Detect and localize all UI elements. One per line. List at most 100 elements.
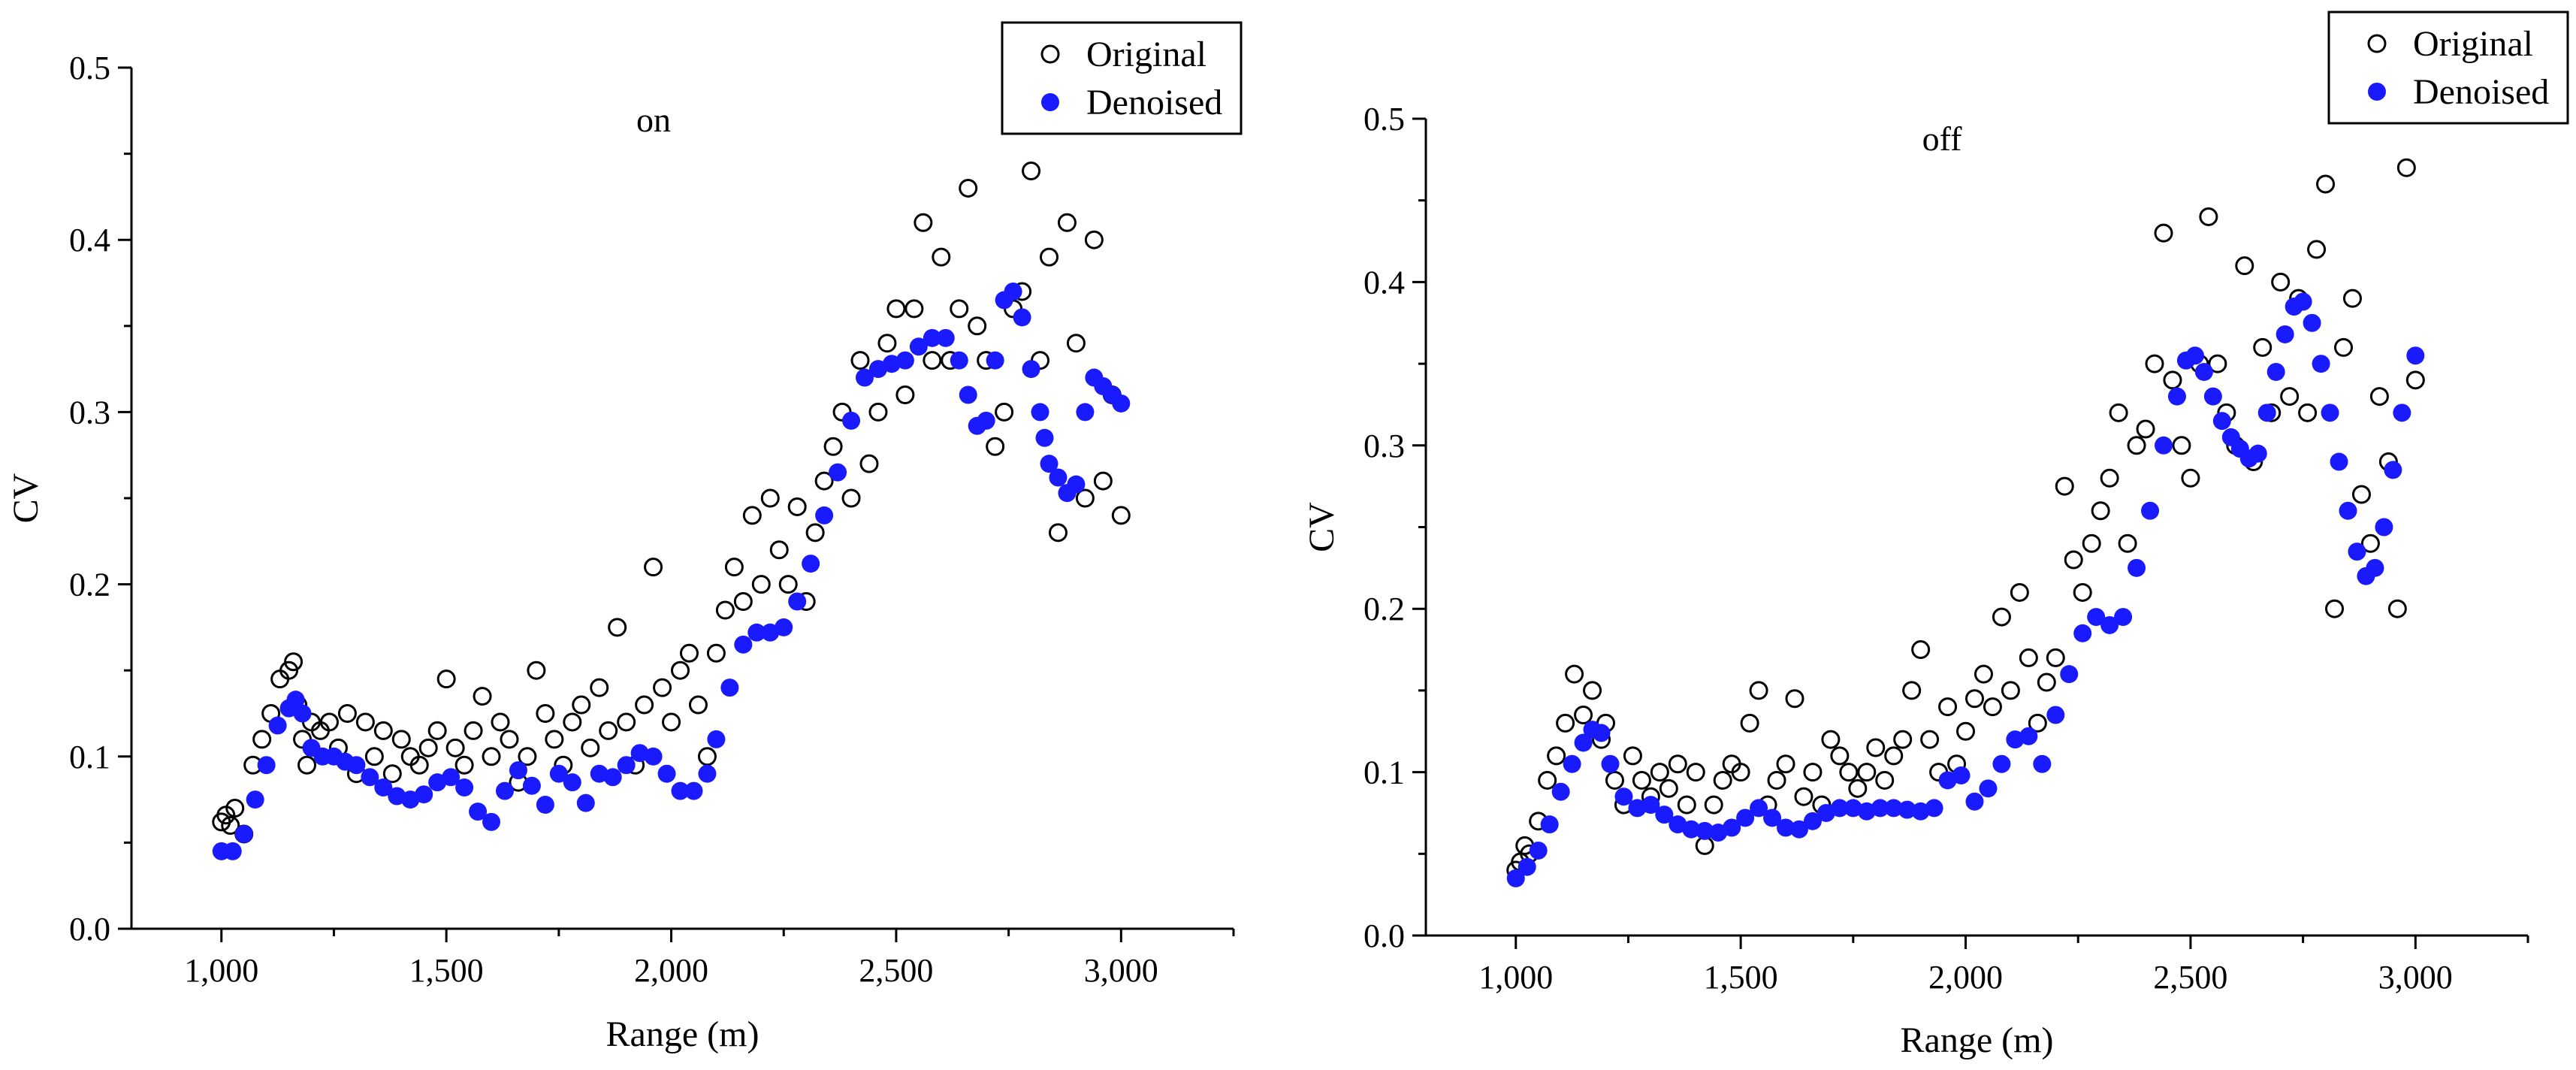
data-point-original xyxy=(1547,746,1566,766)
data-point-denoised xyxy=(1601,754,1620,773)
data-point-original xyxy=(518,747,537,766)
data-point-denoised xyxy=(909,337,928,356)
data-point-original xyxy=(778,575,798,594)
data-point-original xyxy=(733,592,753,612)
data-point-original xyxy=(2019,648,2038,667)
data-point-original xyxy=(1848,778,1868,798)
data-point-original xyxy=(1704,795,1723,815)
data-point-denoised xyxy=(775,618,793,636)
data-point-original xyxy=(1668,754,1687,774)
data-point-original xyxy=(841,488,861,508)
data-point-original xyxy=(1565,664,1584,684)
data-point-original xyxy=(2082,533,2101,553)
data-point-original xyxy=(491,712,510,732)
data-point-denoised xyxy=(1911,802,1930,821)
data-point-denoised xyxy=(2393,404,2411,422)
data-point-original xyxy=(914,213,933,232)
data-point-denoised xyxy=(2194,362,2213,381)
data-point-original xyxy=(1659,778,1678,798)
data-point-original xyxy=(500,730,519,749)
data-point-original xyxy=(2405,370,2425,390)
data-point-original xyxy=(436,670,456,689)
data-point-denoised xyxy=(1736,809,1755,827)
data-point-original xyxy=(473,687,492,706)
data-point-original xyxy=(391,730,411,749)
data-point-original xyxy=(590,678,609,697)
data-point-original xyxy=(482,747,501,766)
data-point-original xyxy=(527,660,546,680)
x-tick-label: 2,500 xyxy=(859,952,933,989)
data-point-original xyxy=(536,704,555,723)
data-point-denoised xyxy=(895,351,914,370)
data-point-denoised xyxy=(671,781,690,800)
data-point-denoised xyxy=(802,555,820,573)
data-point-original xyxy=(225,799,245,818)
data-point-original xyxy=(1731,763,1750,782)
series-original xyxy=(1506,158,2425,880)
data-point-original xyxy=(2163,370,2182,390)
data-point-original xyxy=(364,747,384,766)
data-point-original xyxy=(986,437,1005,456)
data-point-original xyxy=(2091,501,2110,521)
data-point-original xyxy=(2118,533,2137,553)
data-point-original xyxy=(2127,436,2146,455)
data-point-original xyxy=(1875,770,1895,790)
chart-panel-off: 0.0 0.1 0.2 0.3 0.4 0.5 1,000 1,500 2,000 2,500 3,… xyxy=(1302,11,2569,1060)
data-point-original xyxy=(1974,664,1993,684)
y-tick-label: 0.0 xyxy=(1363,917,1405,954)
data-point-denoised xyxy=(1979,779,1998,798)
data-point-denoised xyxy=(1628,799,1647,818)
data-point-original xyxy=(769,540,789,560)
data-point-denoised xyxy=(1655,806,1674,824)
data-point-denoised xyxy=(977,411,995,430)
data-point-denoised xyxy=(1682,820,1701,839)
data-point-original xyxy=(2073,582,2092,602)
data-point-denoised xyxy=(2266,362,2285,381)
data-point-denoised xyxy=(720,679,739,697)
data-point-original xyxy=(2351,485,2371,504)
data-point-denoised xyxy=(509,761,527,780)
data-point-denoised xyxy=(815,506,834,524)
panel-title: off xyxy=(1922,119,1962,158)
data-point-original xyxy=(635,695,654,715)
data-point-original xyxy=(454,755,474,775)
data-point-original xyxy=(2387,599,2407,618)
data-point-original xyxy=(1740,713,1759,733)
data-point-original xyxy=(1767,770,1786,790)
data-point-original xyxy=(1583,681,1602,700)
x-tick-label: 3,000 xyxy=(1084,952,1158,989)
data-point-denoised xyxy=(1789,820,1808,839)
data-point-denoised xyxy=(268,716,287,735)
data-point-denoised xyxy=(2167,387,2186,406)
data-point-original xyxy=(950,299,969,319)
data-point-original xyxy=(932,247,951,267)
data-point-original xyxy=(2181,468,2200,488)
data-point-denoised xyxy=(2375,518,2393,537)
data-point-original xyxy=(644,558,663,577)
legend-label: Original xyxy=(2413,24,2533,64)
data-point-denoised xyxy=(361,768,379,787)
y-tick-label: 0.3 xyxy=(69,394,110,431)
data-point-original xyxy=(563,712,582,732)
data-point-denoised xyxy=(442,768,461,787)
data-point-denoised xyxy=(1035,428,1054,447)
data-point-denoised xyxy=(747,623,766,642)
data-point-original xyxy=(1830,746,1850,766)
legend-marker-denoised xyxy=(1041,93,1059,111)
data-point-original xyxy=(418,738,438,757)
data-point-denoised xyxy=(2185,346,2204,365)
data-point-original xyxy=(1920,730,1940,749)
data-point-original xyxy=(1556,713,1575,733)
data-point-original xyxy=(2046,648,2065,667)
data-point-denoised xyxy=(1518,857,1536,876)
data-point-denoised xyxy=(2033,754,2052,773)
data-point-original xyxy=(1821,730,1841,749)
data-point-denoised xyxy=(950,351,968,370)
data-point-denoised xyxy=(576,793,595,812)
data-point-original xyxy=(688,695,708,715)
y-tick-label: 0.5 xyxy=(1363,101,1405,138)
data-point-original xyxy=(2396,158,2416,177)
data-point-denoised xyxy=(1830,799,1849,818)
data-point-denoised xyxy=(1574,733,1593,752)
data-point-original xyxy=(1911,640,1931,660)
